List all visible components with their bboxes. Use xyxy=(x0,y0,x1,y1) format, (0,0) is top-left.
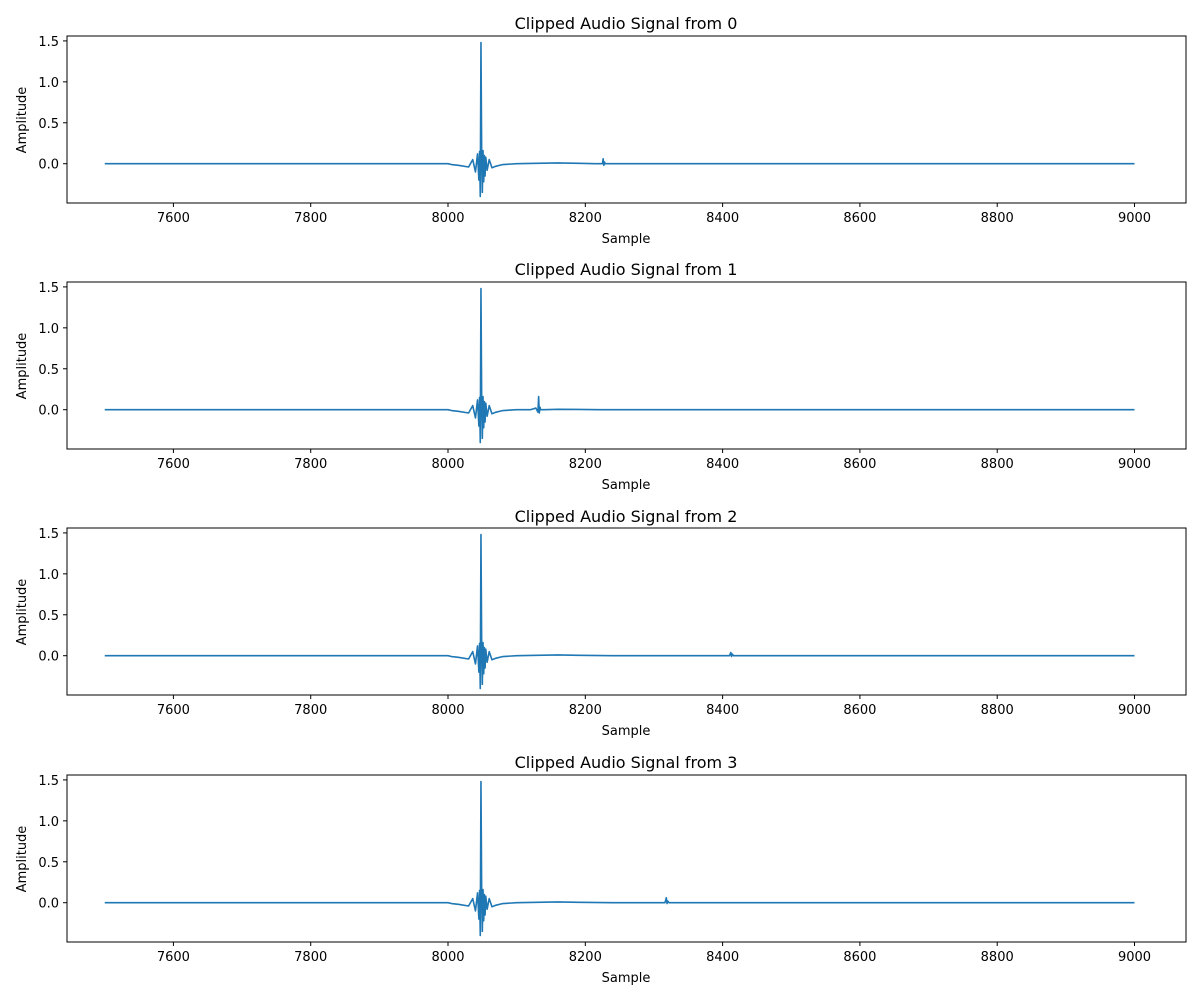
subplot-title: Clipped Audio Signal from 2 xyxy=(515,507,738,526)
x-tick-label: 8400 xyxy=(706,703,739,718)
x-tick-label: 8200 xyxy=(569,950,602,965)
x-tick-label: 9000 xyxy=(1118,950,1151,965)
subplot-3: Clipped Audio Signal from 3 Amplitude Sa… xyxy=(15,753,1187,986)
subplot-1: Clipped Audio Signal from 1 Amplitude Sa… xyxy=(15,260,1187,493)
x-tick-label: 8400 xyxy=(706,211,739,226)
plot-frame xyxy=(66,35,1187,204)
x-axis-label: Sample xyxy=(602,971,651,986)
y-axis-label: Amplitude xyxy=(15,826,30,893)
y-tick-label: 1.5 xyxy=(38,774,59,789)
x-tick-label: 9000 xyxy=(1118,457,1151,472)
x-tick-label: 7800 xyxy=(294,703,327,718)
y-tick-label: 0.0 xyxy=(38,650,59,665)
y-tick-label: 1.0 xyxy=(38,322,59,337)
subplot-title: Clipped Audio Signal from 0 xyxy=(515,14,738,33)
x-tick-label: 8400 xyxy=(706,950,739,965)
y-tick-label: 1.0 xyxy=(38,815,59,830)
subplot-2: Clipped Audio Signal from 2 Amplitude Sa… xyxy=(15,507,1187,739)
x-tick-label: 8800 xyxy=(981,703,1014,718)
x-tick-label: 7800 xyxy=(294,950,327,965)
x-axis-label: Sample xyxy=(602,724,651,739)
y-tick-label: 0.5 xyxy=(38,856,59,871)
series-line xyxy=(104,41,1135,198)
x-tick-label: 8000 xyxy=(431,211,464,226)
y-axis-label: Amplitude xyxy=(15,333,30,400)
x-tick-label: 8600 xyxy=(843,457,876,472)
y-axis-label: Amplitude xyxy=(15,87,30,154)
x-tick-label: 8800 xyxy=(981,211,1014,226)
y-tick-label: 1.0 xyxy=(38,568,59,583)
y-tick-label: 1.5 xyxy=(38,35,59,50)
subplot-title: Clipped Audio Signal from 1 xyxy=(515,260,738,279)
x-tick-label: 8600 xyxy=(843,950,876,965)
x-tick-label: 8000 xyxy=(431,950,464,965)
y-tick-label: 1.5 xyxy=(38,527,59,542)
x-tick-label: 7600 xyxy=(157,950,190,965)
x-tick-label: 8400 xyxy=(706,457,739,472)
x-tick-label: 8000 xyxy=(431,457,464,472)
x-axis-label: Sample xyxy=(602,232,651,247)
x-tick-label: 7600 xyxy=(157,457,190,472)
y-tick-label: 0.5 xyxy=(38,117,59,132)
y-tick-label: 0.0 xyxy=(38,897,59,912)
series-line xyxy=(104,780,1135,937)
series-line xyxy=(104,533,1135,690)
y-tick-label: 0.5 xyxy=(38,363,59,378)
plot-frame xyxy=(66,281,1187,450)
y-axis-label: Amplitude xyxy=(15,579,30,646)
x-tick-label: 7600 xyxy=(157,703,190,718)
y-tick-label: 0.5 xyxy=(38,609,59,624)
x-axis-label: Sample xyxy=(602,478,651,493)
x-tick-label: 8800 xyxy=(981,457,1014,472)
y-tick-label: 0.0 xyxy=(38,404,59,419)
x-tick-label: 7800 xyxy=(294,211,327,226)
plot-frame xyxy=(66,774,1187,943)
x-tick-label: 8600 xyxy=(843,211,876,226)
x-tick-label: 7600 xyxy=(157,211,190,226)
y-tick-label: 1.0 xyxy=(38,76,59,91)
subplot-0: Clipped Audio Signal from 0 Amplitude Sa… xyxy=(15,14,1187,247)
x-tick-label: 8200 xyxy=(569,703,602,718)
plot-frame xyxy=(66,527,1187,696)
x-tick-label: 8000 xyxy=(431,703,464,718)
series-line xyxy=(104,287,1135,444)
y-tick-label: 1.5 xyxy=(38,281,59,296)
x-tick-label: 8200 xyxy=(569,457,602,472)
subplot-title: Clipped Audio Signal from 3 xyxy=(515,753,738,772)
x-tick-label: 8600 xyxy=(843,703,876,718)
x-tick-label: 9000 xyxy=(1118,211,1151,226)
x-tick-label: 8200 xyxy=(569,211,602,226)
y-tick-label: 0.0 xyxy=(38,158,59,173)
x-tick-label: 7800 xyxy=(294,457,327,472)
x-tick-label: 8800 xyxy=(981,950,1014,965)
x-tick-label: 9000 xyxy=(1118,703,1151,718)
